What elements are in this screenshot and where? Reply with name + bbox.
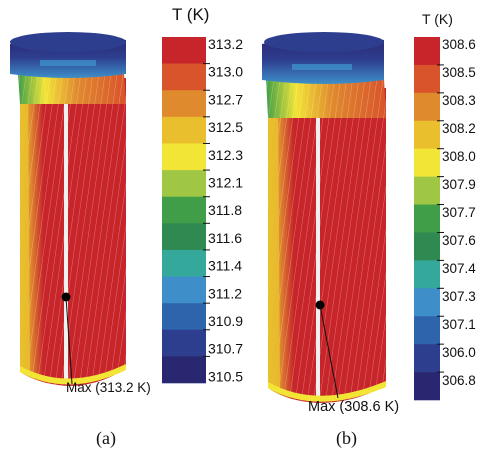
cell-render-a xyxy=(10,32,126,386)
colorbar-segment xyxy=(162,196,206,224)
colorbar-segment xyxy=(162,303,206,331)
colorbar-tick-label: 308.5 xyxy=(442,65,476,80)
colorbar-tick-label: 311.8 xyxy=(208,202,242,218)
colorbar-tick-label: 307.6 xyxy=(442,233,476,248)
bottom-rim-b xyxy=(268,381,386,402)
cut-plane-a xyxy=(64,84,68,380)
colorbar-tick-label: 311.2 xyxy=(208,285,242,301)
colorbar-title: T (K) xyxy=(172,5,209,24)
colorbar-segment xyxy=(162,356,206,384)
colorbar-tick-label: 307.7 xyxy=(442,205,476,220)
colorbar-tick-label: 312.3 xyxy=(208,147,243,163)
colorbar-tick-label: 307.4 xyxy=(442,261,476,276)
colorbar-segment xyxy=(162,116,206,144)
colorbar-segment xyxy=(414,372,440,401)
colorbar-tick-label: 308.0 xyxy=(442,149,476,164)
colorbar-segment xyxy=(414,148,440,177)
colorbar-segment xyxy=(162,143,206,171)
colorbar-tick-label: 307.1 xyxy=(442,317,476,332)
cell-edge-left-b xyxy=(268,88,280,388)
colorbar-tick-label: 310.5 xyxy=(208,368,243,384)
colorbar-tick-label: 308.6 xyxy=(442,37,476,52)
colorbar-a: T (K) 313.2 313.0 312.7 312.5 312.3 312.1 311.8… xyxy=(162,5,243,384)
colorbar-tick-label: 311.6 xyxy=(208,230,242,246)
cut-plane-b xyxy=(316,94,320,397)
caption-a: (a) xyxy=(96,428,116,449)
colorbar-tick-label: 308.2 xyxy=(442,121,476,136)
colorbar-segment xyxy=(414,232,440,261)
colorbar-segment xyxy=(414,176,440,205)
colorbar-tick-label: 313.2 xyxy=(208,36,243,52)
colorbar-segment xyxy=(414,64,440,94)
colorbar-segment xyxy=(162,37,206,64)
max-leader-line-b xyxy=(319,304,339,399)
colorbar-segment xyxy=(162,63,206,91)
colorbar-segment xyxy=(162,249,206,277)
colorbar-segment xyxy=(414,37,440,66)
colorbar-tick-label: 310.7 xyxy=(208,341,243,357)
colorbar-segment xyxy=(162,276,206,304)
colorbar-segment xyxy=(414,204,440,233)
colorbar-title: T (K) xyxy=(422,11,453,27)
colorbar-tick-label: 311.4 xyxy=(208,258,242,274)
colorbar-b: T (K) 308.6 308.5 308.3 308.2 308.0 307.9 307.7… xyxy=(414,11,476,401)
colorbar-segment xyxy=(414,316,440,345)
colorbar-segment xyxy=(162,170,206,197)
cell-render-b xyxy=(262,32,386,403)
colorbar-segment xyxy=(414,92,440,122)
colorbar-segment xyxy=(162,223,206,251)
colorbar-segment xyxy=(162,90,206,118)
colorbar-tick-label: 308.3 xyxy=(442,93,476,108)
colorbar-tick-label: 306.8 xyxy=(442,373,476,388)
bottom-rim-a xyxy=(20,364,126,385)
colorbar-tick-label: 313.0 xyxy=(208,64,243,80)
max-label-b: Max (308.6 K) xyxy=(308,399,399,415)
colorbar-segment xyxy=(414,344,440,373)
colorbar-tick-label: 312.1 xyxy=(208,175,243,191)
colorbar-segment xyxy=(414,260,440,289)
colorbar-tick-label: 312.5 xyxy=(208,119,243,135)
colorbar-segment xyxy=(414,288,440,317)
colorbar-tick-label: 306.0 xyxy=(442,345,476,360)
caption-b: (b) xyxy=(336,428,357,449)
colorbar-segment xyxy=(414,120,440,149)
max-label-a: Max (313.2 K) xyxy=(66,380,151,395)
colorbar-tick-label: 307.9 xyxy=(442,177,476,192)
colorbar-tick-label: 310.9 xyxy=(208,313,243,329)
max-leader-line-a xyxy=(65,296,73,385)
colorbar-segment xyxy=(162,329,206,357)
colorbar-tick-label: 312.7 xyxy=(208,91,243,107)
cell-edge-left-a xyxy=(20,78,30,372)
colorbar-tick-label: 307.3 xyxy=(442,289,476,304)
